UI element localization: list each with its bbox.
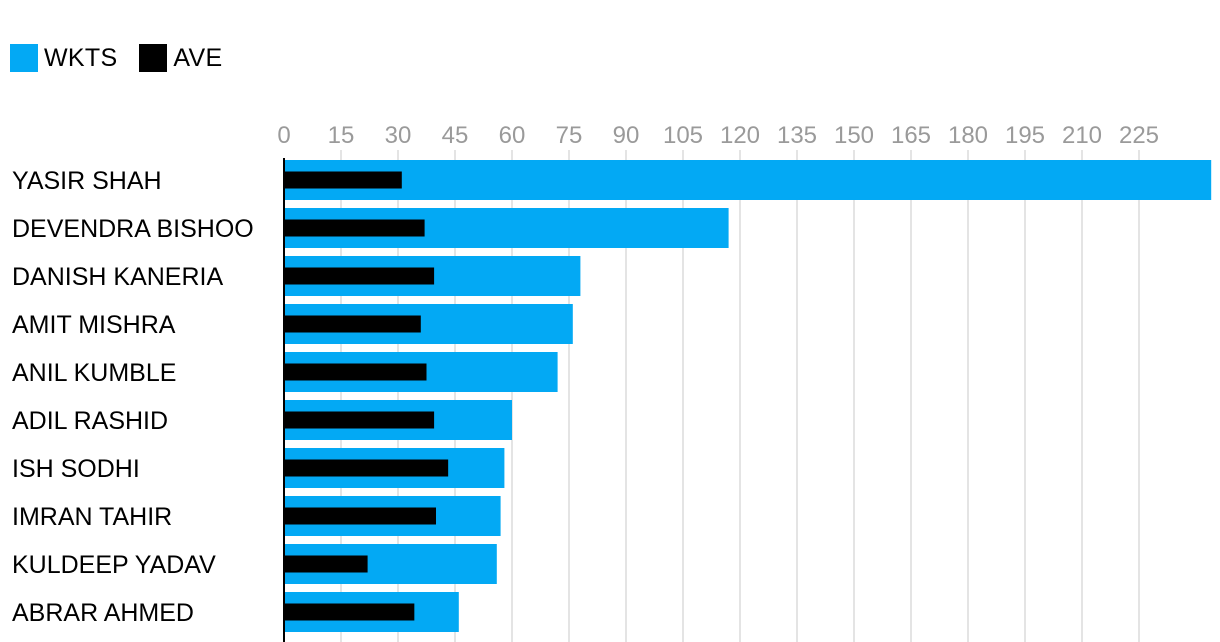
category-label: YASIR SHAH [12, 167, 162, 195]
bar-ave[interactable] [284, 219, 425, 237]
bar-ave[interactable] [284, 555, 368, 573]
x-tick-label: 0 [277, 122, 290, 149]
category-label: IMRAN TAHIR [12, 503, 172, 531]
x-tick-label: 30 [385, 122, 412, 149]
x-tick-label: 120 [720, 122, 760, 149]
bar-ave[interactable] [284, 603, 415, 621]
x-tick-label: 180 [948, 122, 988, 149]
category-label: ANIL KUMBLE [12, 359, 176, 387]
x-tick-label: 225 [1119, 122, 1159, 149]
x-tick-label: 15 [328, 122, 355, 149]
category-label: DEVENDRA BISHOO [12, 215, 254, 243]
legend-label-ave: AVE [173, 43, 223, 72]
legend-item-wkts[interactable]: WKTS [10, 44, 117, 73]
x-tick-label: 195 [1005, 122, 1045, 149]
bar-ave[interactable] [284, 315, 421, 333]
row-labels: YASIR SHAH DEVENDRA BISHOO DANISH KANERIA A… [12, 167, 254, 627]
x-tick-label: 210 [1062, 122, 1102, 149]
bar-wkts[interactable] [284, 160, 1212, 200]
x-tick-label: 60 [499, 122, 526, 149]
x-tick-label: 105 [663, 122, 703, 149]
category-label: AMIT MISHRA [12, 311, 176, 339]
bar-ave[interactable] [284, 267, 435, 285]
x-tick-label: 150 [834, 122, 874, 149]
chart-legend: WKTS AVE [10, 42, 245, 74]
legend-swatch-ave [139, 44, 168, 72]
bar-ave[interactable] [284, 411, 435, 429]
x-tick-label: 75 [556, 122, 583, 149]
x-tick-label: 45 [442, 122, 469, 149]
legend-label-wkts: WKTS [44, 43, 118, 72]
x-axis-ticks: 0 15 30 45 60 75 90 105 120 135 150 165 180 195 210 225 [277, 122, 1159, 149]
category-label: DANISH KANERIA [12, 263, 223, 291]
x-tick-label: 135 [777, 122, 817, 149]
bar-ave[interactable] [284, 363, 427, 381]
bar-ave[interactable] [284, 459, 449, 477]
legend-swatch-wkts [10, 44, 38, 72]
category-label: KULDEEP YADAV [12, 551, 216, 579]
x-tick-label: 165 [891, 122, 931, 149]
bars [284, 160, 1212, 632]
legend-item-ave[interactable]: AVE [139, 44, 222, 73]
category-label: ADIL RASHID [12, 407, 168, 435]
bar-ave[interactable] [284, 171, 402, 189]
category-label: ISH SODHI [12, 455, 140, 483]
bar-ave[interactable] [284, 507, 436, 525]
x-tick-label: 90 [613, 122, 640, 149]
category-label: ABRAR AHMED [12, 599, 194, 627]
